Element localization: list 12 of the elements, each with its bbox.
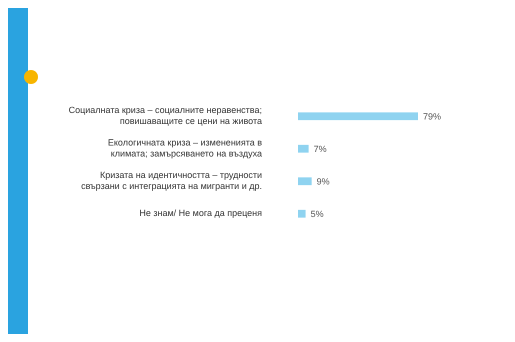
y-tick-label: Не знам/ Не мога да преценя [139,208,262,218]
y-tick-label: Екологичната криза – измененията в климата; замърсяването на въздуха [108,138,262,159]
data-label: 7% [314,144,327,154]
bar [298,112,418,120]
bar [298,177,312,186]
y-tick-label: Социалната криза – социалните неравенства; повишаващите се цени на живота [68,105,262,126]
bar [298,210,306,218]
data-label: 5% [310,208,324,219]
data-label: 9% [316,176,330,186]
y-tick-label: Кризата на идентичността – трудности свързани с интеграцията на мигранти и др. [81,170,262,192]
data-label: 79% [423,111,442,122]
bar [298,144,309,153]
